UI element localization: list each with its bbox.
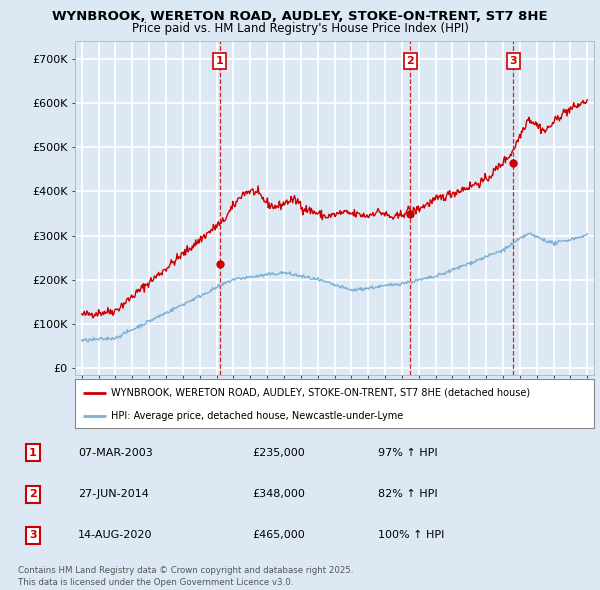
- Text: 3: 3: [29, 530, 37, 540]
- Text: 100% ↑ HPI: 100% ↑ HPI: [378, 530, 445, 540]
- Text: 3: 3: [509, 56, 517, 66]
- Text: £235,000: £235,000: [252, 448, 305, 458]
- Text: HPI: Average price, detached house, Newcastle-under-Lyme: HPI: Average price, detached house, Newc…: [112, 411, 404, 421]
- Text: 2: 2: [29, 489, 37, 499]
- Text: 07-MAR-2003: 07-MAR-2003: [78, 448, 153, 458]
- Text: 27-JUN-2014: 27-JUN-2014: [78, 489, 149, 499]
- Text: 1: 1: [216, 56, 223, 66]
- Text: 1: 1: [29, 448, 37, 458]
- Text: Price paid vs. HM Land Registry's House Price Index (HPI): Price paid vs. HM Land Registry's House …: [131, 22, 469, 35]
- Text: 2: 2: [406, 56, 414, 66]
- Text: Contains HM Land Registry data © Crown copyright and database right 2025.
This d: Contains HM Land Registry data © Crown c…: [18, 566, 353, 587]
- Text: WYNBROOK, WERETON ROAD, AUDLEY, STOKE-ON-TRENT, ST7 8HE: WYNBROOK, WERETON ROAD, AUDLEY, STOKE-ON…: [52, 10, 548, 23]
- Text: WYNBROOK, WERETON ROAD, AUDLEY, STOKE-ON-TRENT, ST7 8HE (detached house): WYNBROOK, WERETON ROAD, AUDLEY, STOKE-ON…: [112, 388, 530, 398]
- Text: 82% ↑ HPI: 82% ↑ HPI: [378, 489, 437, 499]
- Text: 14-AUG-2020: 14-AUG-2020: [78, 530, 152, 540]
- Text: £465,000: £465,000: [252, 530, 305, 540]
- Text: £348,000: £348,000: [252, 489, 305, 499]
- Text: 97% ↑ HPI: 97% ↑ HPI: [378, 448, 437, 458]
